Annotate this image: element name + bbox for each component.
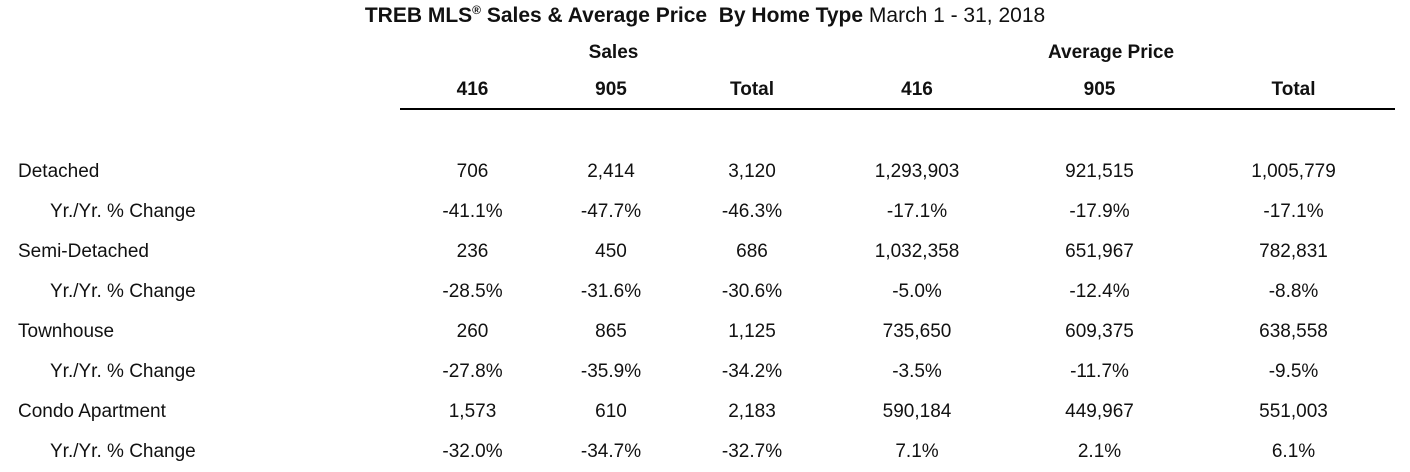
cell-sales-416: -27.8% (442, 361, 503, 382)
cell-price-905: -11.7% (1070, 361, 1129, 382)
cell-sales-905: -34.7% (580, 441, 642, 462)
cell-sales-905: 450 (595, 241, 627, 262)
row-label: Condo Apartment (18, 401, 166, 422)
cell-sales-416: 236 (456, 241, 489, 262)
cell-sales-905: -35.9% (580, 361, 642, 382)
row-label: Yr./Yr. % Change (50, 361, 196, 382)
cell-sales-total: -30.6% (721, 281, 783, 302)
row-label: Semi-Detached (18, 241, 149, 262)
cell-price-total: 6.1% (1271, 441, 1316, 462)
cell-price-416: 1,293,903 (874, 161, 960, 182)
cell-price-416: 7.1% (895, 441, 939, 462)
cell-sales-416: -32.0% (442, 441, 503, 462)
group-header-average-price: Average Price (1047, 42, 1175, 63)
table-row-townhouse: Townhouse 260 865 1,125 735,650 609,375 … (0, 312, 1395, 352)
cell-price-total: -9.5% (1268, 361, 1319, 382)
cell-sales-416: -28.5% (442, 281, 503, 302)
column-header-price-905: 905 (1007, 72, 1193, 110)
spacer-row (0, 109, 1395, 152)
column-header-price-416: 416 (827, 72, 1008, 110)
cell-price-416: 735,650 (882, 321, 952, 342)
cell-sales-905: -47.7% (580, 201, 642, 222)
cell-price-total: 782,831 (1259, 241, 1328, 262)
cell-sales-905: -31.6% (580, 281, 642, 302)
cell-price-416: -17.1% (886, 201, 948, 222)
cell-price-905: -17.9% (1069, 201, 1130, 222)
cell-sales-416: 260 (456, 321, 489, 342)
cell-sales-total: 1,125 (728, 321, 776, 342)
title-date-range: March 1 - 31, 2018 (868, 4, 1046, 27)
table-row-detached-yoy-change: Yr./Yr. % Change -41.1% -47.7% -46.3% -1… (0, 192, 1395, 232)
group-header-spacer (0, 34, 400, 72)
title-middle: Sales & Average Price By Home Type (481, 4, 869, 27)
cell-price-905: 2.1% (1077, 441, 1122, 462)
cell-sales-total: -34.2% (721, 361, 783, 382)
cell-price-total: 1,005,779 (1251, 161, 1336, 182)
group-header-row: Sales Average Price (0, 34, 1395, 72)
cell-price-905: 921,515 (1065, 161, 1134, 182)
column-header-sales-905: 905 (545, 72, 677, 110)
cell-sales-total: 2,183 (728, 401, 776, 422)
cell-price-total: -17.1% (1263, 201, 1324, 222)
cell-sales-total: 3,120 (728, 161, 776, 182)
column-header-spacer (0, 72, 400, 109)
cell-price-416: -3.5% (892, 361, 942, 382)
cell-sales-416: 1,573 (448, 401, 497, 422)
cell-price-416: 590,184 (882, 401, 952, 422)
cell-sales-total: -46.3% (721, 201, 783, 222)
row-label: Yr./Yr. % Change (50, 281, 196, 302)
table-row-semi-detached: Semi-Detached 236 450 686 1,032,358 651,… (0, 232, 1395, 272)
table-row-townhouse-yoy-change: Yr./Yr. % Change -27.8% -35.9% -34.2% -3… (0, 352, 1395, 392)
title-prefix: TREB MLS (364, 4, 473, 27)
row-label: Townhouse (18, 321, 115, 342)
cell-sales-905: 2,414 (587, 161, 635, 182)
cell-sales-total: 686 (736, 241, 768, 262)
column-header-price-total: Total (1192, 72, 1396, 110)
column-header-sales-416: 416 (400, 72, 545, 110)
row-label: Yr./Yr. % Change (50, 441, 196, 462)
cell-price-905: 449,967 (1065, 401, 1134, 422)
cell-price-416: 1,032,358 (874, 241, 960, 262)
table-row-detached: Detached 706 2,414 3,120 1,293,903 921,5… (0, 152, 1395, 192)
row-label: Yr./Yr. % Change (50, 201, 196, 222)
cell-price-total: -8.8% (1268, 281, 1319, 302)
cell-sales-total: -32.7% (721, 441, 783, 462)
table-row-condo-apartment: Condo Apartment 1,573 610 2,183 590,184 … (0, 392, 1395, 432)
cell-price-905: 651,967 (1065, 241, 1134, 262)
cell-sales-905: 865 (595, 321, 627, 342)
row-label: Detached (18, 161, 100, 182)
cell-sales-416: -41.1% (442, 201, 503, 222)
cell-price-416: -5.0% (892, 281, 942, 302)
column-header-row: 416 905 Total 416 905 Total (0, 72, 1396, 110)
cell-price-905: -12.4% (1069, 281, 1130, 302)
sales-average-price-table: Sales Average Price 416 905 Total 416 90… (0, 34, 1396, 472)
registered-trademark-symbol: ® (472, 3, 481, 17)
cell-price-905: 609,375 (1065, 321, 1134, 342)
cell-price-total: 551,003 (1259, 401, 1328, 422)
cell-price-total: 638,558 (1259, 321, 1328, 342)
cell-sales-905: 610 (595, 401, 627, 422)
cell-sales-416: 706 (456, 161, 489, 182)
column-header-sales-total: Total (677, 72, 828, 110)
page-title: TREB MLS® Sales & Average Price By Home … (0, 0, 1410, 34)
table-row-condo-apartment-yoy-change: Yr./Yr. % Change -32.0% -34.7% -32.7% 7.… (0, 432, 1395, 472)
table-row-semi-detached-yoy-change: Yr./Yr. % Change -28.5% -31.6% -30.6% -5… (0, 272, 1395, 312)
group-header-sales: Sales (588, 42, 639, 63)
